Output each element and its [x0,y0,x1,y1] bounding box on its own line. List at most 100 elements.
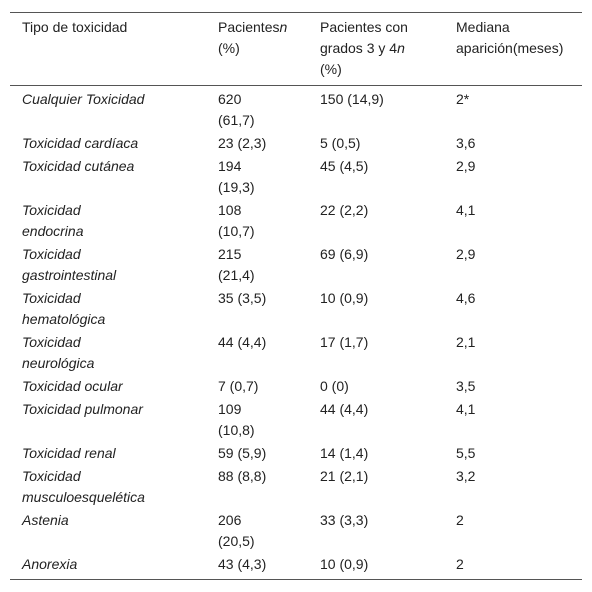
cell-text: Cualquier Toxicidad [22,91,145,107]
table-cell: Astenia [10,508,206,552]
cell-text: Toxicidad musculoesquelética [22,468,145,505]
cell-text: 33 (3,3) [320,512,369,528]
table-cell: 150 (14,9) [308,86,444,132]
table-cell: 3,2 [444,464,582,508]
cell-text: 2 [456,512,464,528]
cell-text: 3,5 [456,378,476,394]
table-cell: Toxicidad musculoesquelética [10,464,206,508]
table-cell: 108 (10,7) [206,198,308,242]
table-cell: 620 (61,7) [206,86,308,132]
cell-text: 44 (4,4) [320,401,369,417]
table-cell: 23 (2,3) [206,131,308,154]
header-cell: Pacientesn (%) [206,13,308,86]
table-row: Toxicidad musculoesquelética 88 (8,8) 21 (… [10,464,582,508]
cell-text: 109 (10,8) [218,401,255,438]
cell-text: 0 (0) [320,378,349,394]
cell-text: 3,6 [456,135,476,151]
cell-text: 150 (14,9) [320,91,384,107]
cell-text: 45 (4,5) [320,158,369,174]
cell-text: Toxicidad renal [22,445,116,461]
table-cell: Cualquier Toxicidad [10,86,206,132]
table-cell: 35 (3,5) [206,286,308,330]
cell-text: Toxicidad endocrina [22,202,84,239]
cell-text: 21 (2,1) [320,468,369,484]
table-cell: 22 (2,2) [308,198,444,242]
table-cell: Toxicidad cardíaca [10,131,206,154]
header-text: Pacientesn (%) [218,17,287,59]
table-cell: Toxicidad cutánea [10,154,206,198]
cell-text: 14 (1,4) [320,445,369,461]
cell-text: 35 (3,5) [218,290,267,306]
table-cell: 10 (0,9) [308,552,444,580]
header-run: Tipo de toxicidad [22,19,128,35]
cell-text: 4,6 [456,290,476,306]
table-cell: 2,9 [444,242,582,286]
table-cell: 17 (1,7) [308,330,444,374]
header-run: Mediana aparición(meses) [456,19,564,56]
cell-text: 43 (4,3) [218,556,267,572]
header-cell: Tipo de toxicidad [10,13,206,86]
cell-text: 2,9 [456,246,476,262]
header-run: n [279,19,288,35]
table-cell: 69 (6,9) [308,242,444,286]
table-row: Toxicidad cutánea 194 (19,3) 45 (4,5) 2,9 [10,154,582,198]
cell-text: Anorexia [22,556,78,572]
table-cell: Toxicidad neurológica [10,330,206,374]
table-cell: 215 (21,4) [206,242,308,286]
table-cell: Toxicidad renal [10,441,206,464]
cell-text: 215 (21,4) [218,246,255,283]
table-row: Toxicidad endocrina 108 (10,7) 22 (2,2) 4,1 [10,198,582,242]
header-run: Pacientes [218,19,280,35]
table-header: Tipo de toxicidad Pacientesn (%) Pacientes… [10,12,582,86]
header-text: Mediana aparición(meses) [456,17,581,59]
cell-text: 5 (0,5) [320,135,361,151]
cell-text: 194 (19,3) [218,158,255,195]
cell-text: 69 (6,9) [320,246,369,262]
header-row: Tipo de toxicidad Pacientesn (%) Pacientes… [10,12,582,86]
cell-text: Toxicidad ocular [22,378,123,394]
header-cell: Pacientes con grados 3 y 4n (%) [308,13,444,86]
table-row: Toxicidad gastrointestinal 215 (21,4) 69 (… [10,242,582,286]
table-cell: Toxicidad endocrina [10,198,206,242]
table-cell: 4,1 [444,198,582,242]
table-cell: 21 (2,1) [308,464,444,508]
table-cell: 2,1 [444,330,582,374]
table-cell: 2 [444,552,582,580]
table-row: Toxicidad pulmonar 109 (10,8) 44 (4,4) 4,1 [10,397,582,441]
header-run: (%) [218,40,240,56]
table-row: Anorexia 43 (4,3) 10 (0,9) 2 [10,552,582,580]
table-row: Toxicidad hematológica 35 (3,5) 10 (0,9) 4,… [10,286,582,330]
table-body: Cualquier Toxicidad 620 (61,7) 150 (14,9) 2… [10,86,582,580]
table-cell: 5 (0,5) [308,131,444,154]
cell-text: 5,5 [456,445,476,461]
table-cell: 44 (4,4) [308,397,444,441]
table-row: Astenia 206 (20,5) 33 (3,3) 2 [10,508,582,552]
header-text: Tipo de toxicidad [22,17,145,38]
table-cell: 88 (8,8) [206,464,308,508]
table-cell: 4,6 [444,286,582,330]
table-cell: 206 (20,5) [206,508,308,552]
header-cell: Mediana aparición(meses) [444,13,582,86]
header-run: n [397,40,405,56]
table-cell: 2 [444,508,582,552]
cell-text: 108 (10,7) [218,202,255,239]
cell-text: 10 (0,9) [320,556,369,572]
cell-text: 59 (5,9) [218,445,267,461]
cell-text: 4,1 [456,202,476,218]
table-cell: 59 (5,9) [206,441,308,464]
table-cell: 0 (0) [308,374,444,397]
table-cell: Toxicidad gastrointestinal [10,242,206,286]
table-row: Toxicidad ocular 7 (0,7) 0 (0) 3,5 [10,374,582,397]
cell-text: 22 (2,2) [320,202,369,218]
cell-text: 4,1 [456,401,476,417]
cell-text: Toxicidad cutánea [22,158,135,174]
cell-text: 2* [456,91,470,107]
table-row: Toxicidad renal 59 (5,9) 14 (1,4) 5,5 [10,441,582,464]
cell-text: 2,1 [456,334,476,350]
cell-text: 17 (1,7) [320,334,369,350]
table-cell: Toxicidad hematológica [10,286,206,330]
cell-text: 2 [456,556,464,572]
table-row: Cualquier Toxicidad 620 (61,7) 150 (14,9) 2… [10,86,582,132]
cell-text: 23 (2,3) [218,135,267,151]
